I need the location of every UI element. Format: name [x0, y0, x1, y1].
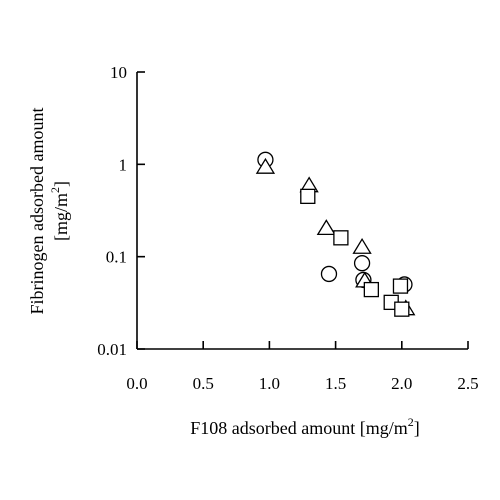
triangle-marker [316, 219, 336, 236]
y-axis-title-line2: [mg/m2] [48, 181, 71, 241]
circle-marker [320, 265, 338, 283]
x-tick-label: 0.5 [193, 374, 214, 393]
x-tick-label: 2.5 [457, 374, 478, 393]
x-axis-ticks: 0.0 0.5 1.0 1.5 2.0 2.5 [126, 341, 479, 393]
y-tick-label: 0.01 [97, 340, 127, 359]
square-marker [333, 230, 349, 246]
y-axis-title-line1: Fibrinogen adsorbed amount [27, 108, 47, 315]
y-axis-title-end: ] [51, 181, 71, 187]
y-tick-label: 0.1 [106, 248, 127, 267]
x-tick-label: 1.5 [325, 374, 346, 393]
x-axis-title-superscript: 2 [408, 415, 414, 429]
y-axis-title-superscript: 2 [48, 187, 62, 193]
square-marker [300, 188, 316, 205]
circle-marker [353, 255, 371, 272]
x-tick-label: 2.0 [391, 374, 412, 393]
y-axis-title: Fibrinogen adsorbed amount [mg/m2] [27, 108, 71, 315]
y-tick-label: 10 [110, 63, 127, 82]
data-markers [255, 151, 416, 317]
triangle-marker [255, 157, 276, 174]
y-tick-label: 1 [119, 155, 128, 174]
x-axis-title-end: ] [414, 418, 420, 438]
square-marker [394, 301, 410, 317]
x-tick-label: 0.0 [126, 374, 147, 393]
y-axis-title-line2-text: [mg/m [51, 193, 71, 241]
square-marker [363, 281, 379, 298]
x-axis-title: F108 adsorbed amount [mg/m2] [190, 415, 419, 438]
y-axis-ticks: 0.01 0.1 1 10 [97, 63, 145, 359]
x-axis-title-text: F108 adsorbed amount [mg/m [190, 418, 407, 438]
x-tick-label: 1.0 [259, 374, 280, 393]
triangle-marker [352, 237, 372, 254]
square-marker [392, 278, 409, 294]
